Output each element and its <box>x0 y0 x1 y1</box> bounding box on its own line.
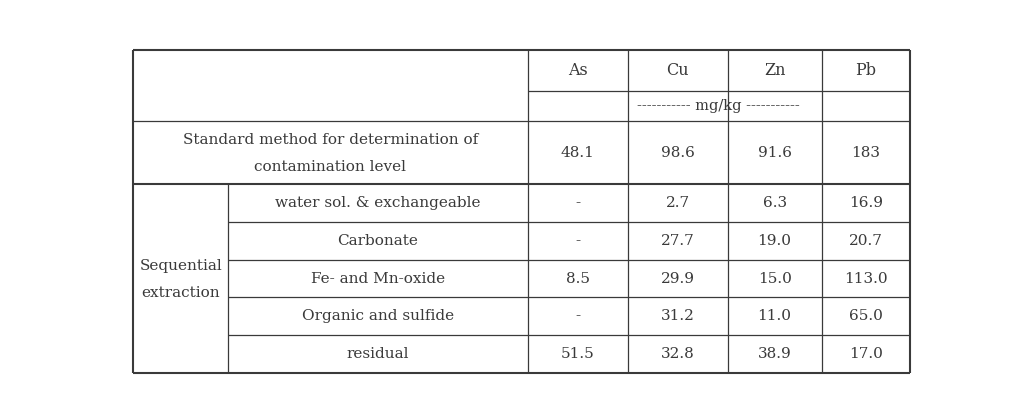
Text: Standard method for determination of: Standard method for determination of <box>183 133 478 147</box>
Text: water sol. & exchangeable: water sol. & exchangeable <box>275 196 480 210</box>
Text: Carbonate: Carbonate <box>338 234 418 248</box>
Text: extraction: extraction <box>141 286 220 300</box>
Text: residual: residual <box>347 347 409 361</box>
Text: -: - <box>575 196 580 210</box>
Text: 32.8: 32.8 <box>661 347 695 361</box>
Text: 29.9: 29.9 <box>661 272 695 285</box>
Text: 2.7: 2.7 <box>665 196 690 210</box>
Text: Zn: Zn <box>764 62 785 79</box>
Text: 19.0: 19.0 <box>758 234 791 248</box>
Text: 16.9: 16.9 <box>848 196 883 210</box>
Text: -: - <box>575 309 580 323</box>
Text: 91.6: 91.6 <box>758 146 791 160</box>
Text: Organic and sulfide: Organic and sulfide <box>302 309 454 323</box>
Text: 17.0: 17.0 <box>849 347 883 361</box>
Text: 6.3: 6.3 <box>763 196 787 210</box>
Text: As: As <box>567 62 588 79</box>
Text: 183: 183 <box>851 146 880 160</box>
Text: 31.2: 31.2 <box>661 309 695 323</box>
Text: ----------- mg/kg -----------: ----------- mg/kg ----------- <box>638 99 800 113</box>
Text: 15.0: 15.0 <box>758 272 791 285</box>
Text: Sequential: Sequential <box>139 259 222 273</box>
Text: 65.0: 65.0 <box>849 309 883 323</box>
Text: 113.0: 113.0 <box>844 272 888 285</box>
Text: -: - <box>575 234 580 248</box>
Text: 11.0: 11.0 <box>758 309 791 323</box>
Text: 48.1: 48.1 <box>560 146 595 160</box>
Text: 51.5: 51.5 <box>560 347 595 361</box>
Text: contamination level: contamination level <box>254 160 407 174</box>
Text: 38.9: 38.9 <box>758 347 791 361</box>
Text: Pb: Pb <box>855 62 876 79</box>
Text: 20.7: 20.7 <box>849 234 883 248</box>
Text: Cu: Cu <box>666 62 689 79</box>
Text: 98.6: 98.6 <box>661 146 695 160</box>
Text: 8.5: 8.5 <box>565 272 590 285</box>
Text: Fe- and Mn-oxide: Fe- and Mn-oxide <box>311 272 444 285</box>
Text: 27.7: 27.7 <box>661 234 695 248</box>
